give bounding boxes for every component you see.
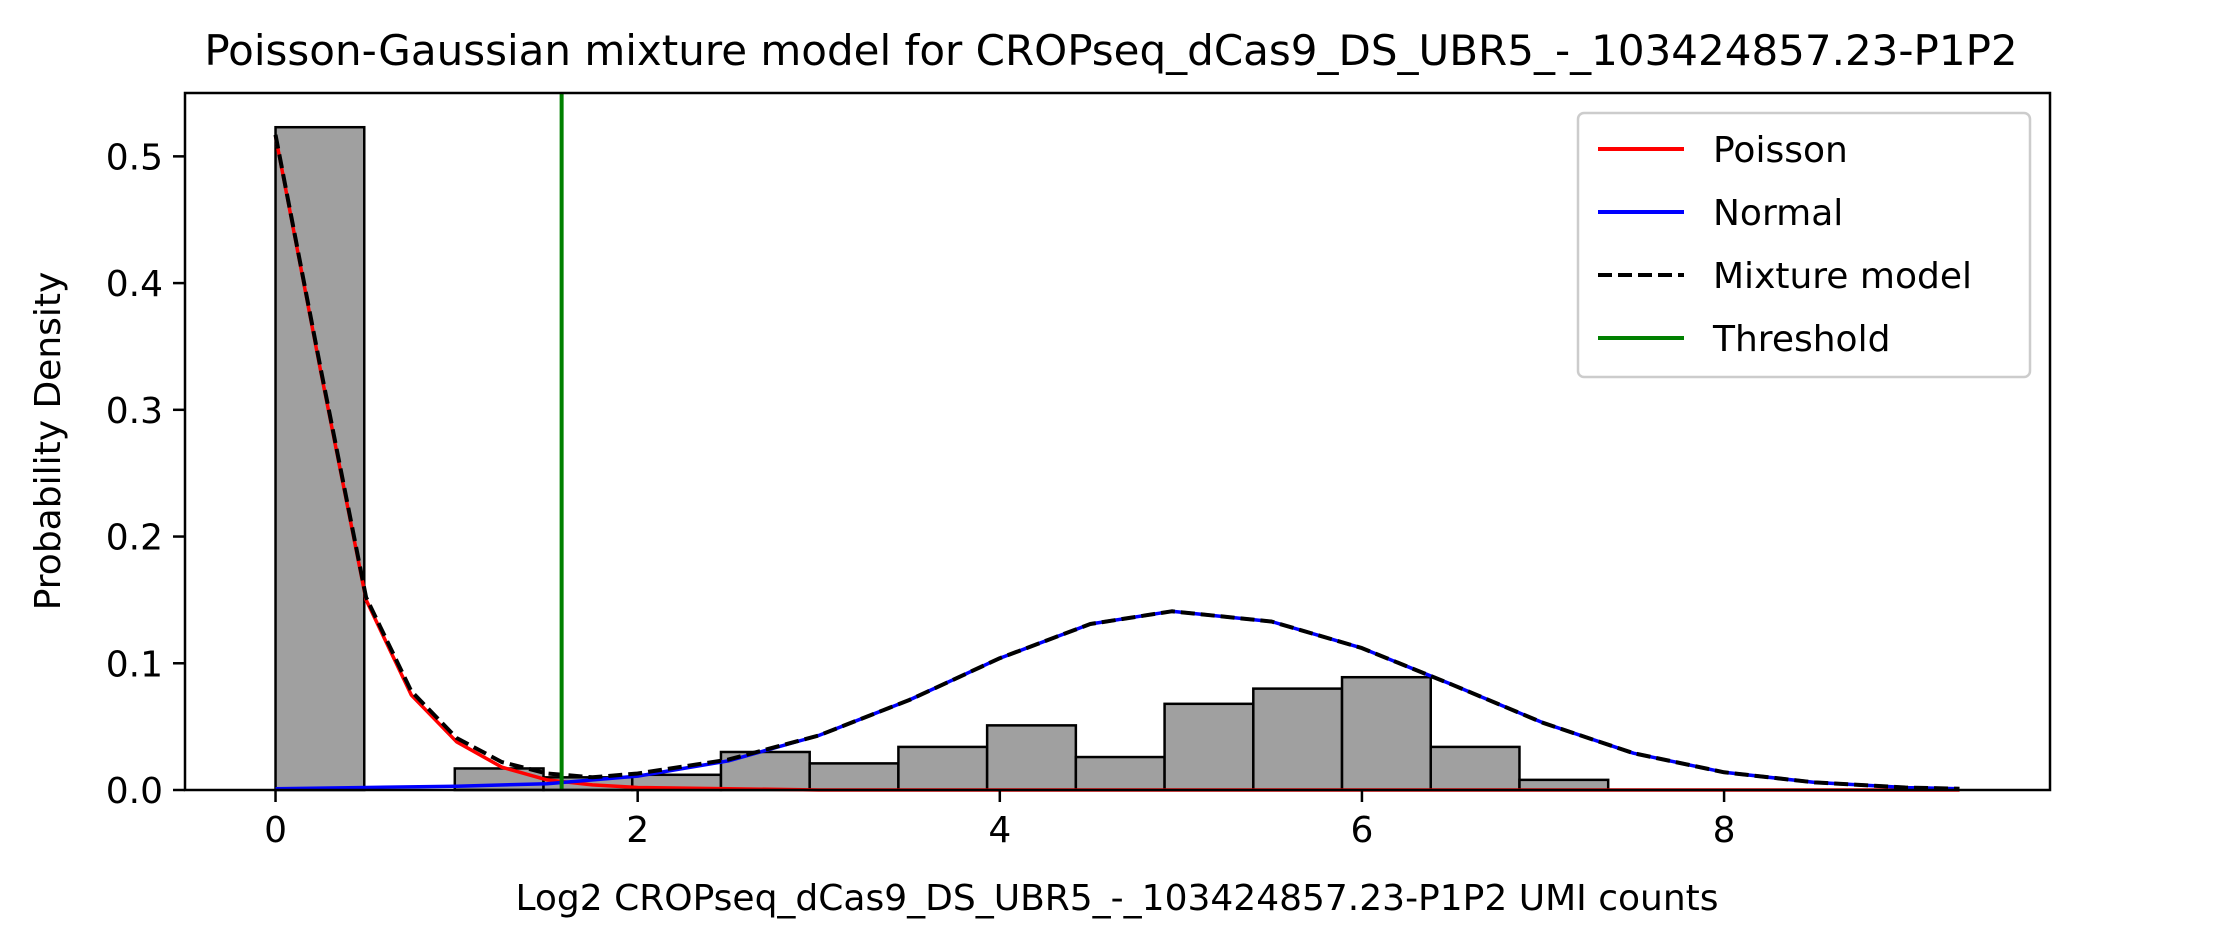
histogram-bar-7 xyxy=(985,724,1078,792)
histogram-bars xyxy=(274,125,1610,792)
y-tick-label: 0.1 xyxy=(106,644,163,685)
x-tick-label: 8 xyxy=(1713,810,1736,851)
y-axis-label: Probability Density xyxy=(28,272,69,611)
histogram-bar-8 xyxy=(1074,755,1166,792)
histogram-bar-6 xyxy=(897,745,989,792)
y-tick-label: 0.2 xyxy=(106,518,163,559)
chart-title: Poisson-Gaussian mixture model for CROPs… xyxy=(204,26,2017,75)
legend-label-mixture-model: Mixture model xyxy=(1713,256,1972,297)
histogram-bar-10 xyxy=(1252,687,1344,792)
histogram-bar-5 xyxy=(808,762,900,792)
histogram-bar-12 xyxy=(1429,745,1521,792)
plot-frame xyxy=(183,91,2052,792)
legend-label-poisson: Poisson xyxy=(1713,130,1848,171)
series-lines xyxy=(273,93,1960,792)
histogram-bar-0 xyxy=(274,125,366,792)
x-tick-label: 6 xyxy=(1350,810,1373,851)
x-tick-label: 0 xyxy=(264,810,287,851)
histogram-bar-11 xyxy=(1340,675,1432,792)
histogram-bar-9 xyxy=(1163,702,1255,792)
x-axis-label: Log2 CROPseq_dCas9_DS_UBR5_-_103424857.2… xyxy=(515,878,1718,919)
y-tick-label: 0.3 xyxy=(106,391,163,432)
y-tick-label: 0.5 xyxy=(106,137,163,178)
legend-label-normal: Normal xyxy=(1713,193,1843,234)
legend: Poisson Normal Mixture model Threshold xyxy=(1576,111,2032,379)
legend-box xyxy=(1576,111,2032,379)
legend-label-threshold: Threshold xyxy=(1712,319,1890,360)
y-axis-ticks: 0.0 0.1 0.2 0.3 0.4 0.5 xyxy=(106,137,185,812)
x-axis-ticks: 0 2 4 6 8 xyxy=(264,790,1736,851)
series-line-mixture-model xyxy=(273,134,1960,791)
x-tick-label: 2 xyxy=(626,810,649,851)
y-tick-label: 0.0 xyxy=(106,771,163,812)
y-tick-label: 0.4 xyxy=(106,264,163,305)
x-tick-label: 4 xyxy=(988,810,1011,851)
